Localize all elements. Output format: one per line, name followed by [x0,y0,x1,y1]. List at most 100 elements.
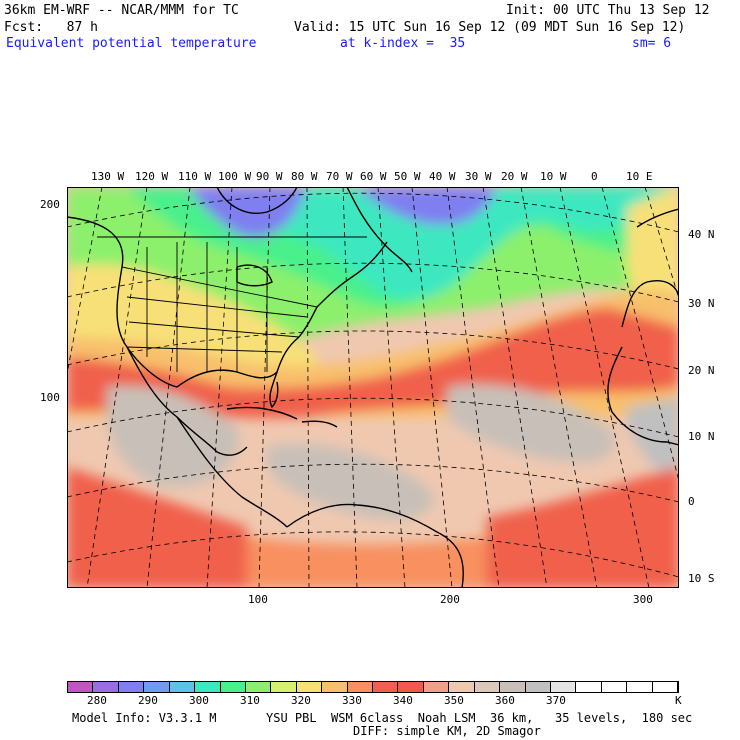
colorbar-swatch [449,682,475,692]
k-index: at k-index = 35 [340,36,466,51]
field-grey-gulf [107,386,239,487]
coast-south-america [286,503,464,588]
colorbar-swatch [398,682,424,692]
field-name: Equivalent potential temperature [6,36,257,51]
field-grey-carib [267,444,434,520]
meridian [559,187,650,588]
colorbar-swatch [93,682,119,692]
lon-label: 40 W [429,170,456,183]
coast-gulf-mexico [126,346,248,456]
meridian [67,187,103,377]
coastlines [67,187,679,588]
lon-label: 30 W [465,170,492,183]
border [126,346,283,353]
colorbar-swatch [195,682,221,692]
meridian [482,187,548,588]
state-borders [97,236,367,372]
meridian [86,187,148,588]
lat-label: 30 N [688,297,715,310]
colorbar-label: 310 [240,694,260,707]
valid-time: Valid: 15 UTC Sun 16 Sep 12 (09 MDT Sun … [294,20,686,35]
lon-label: 50 W [394,170,421,183]
lon-label: 80 W [291,170,318,183]
colorbar-swatch [525,682,552,692]
model-info: Model Info: V3.3.1 M [72,711,217,725]
coast-cuba [226,406,298,420]
meridian [146,187,191,588]
colorbar-label: 290 [138,694,158,707]
parallel-10s [67,531,679,578]
parallel-40n [67,192,679,233]
colorbar-swatch [627,682,653,692]
parallel-eq [67,463,679,503]
lon-label: 20 W [501,170,528,183]
colorbar-label: 300 [189,694,209,707]
coast-hudson [216,187,298,214]
meridian [446,187,500,588]
colorbar-label: 350 [444,694,464,707]
meridian [411,187,453,588]
field-grey-africa [627,397,679,487]
lon-label: 0 [591,170,598,183]
colorbar-label: 360 [495,694,515,707]
lat-label: 40 N [688,228,715,241]
grid-x-label: 200 [440,593,460,606]
grid-y-label: 100 [40,391,60,404]
border [121,266,318,308]
lon-label: 120 W [135,170,169,183]
field-grey-atlantic [447,384,615,463]
meridian [342,187,358,588]
colorbar-swatch [601,682,628,692]
colorbar-swatch [500,682,526,692]
colorbar-label: 370 [546,694,566,707]
graticule [67,187,679,588]
lon-label: 110 W [178,170,212,183]
lon-label: 130 W [91,170,125,183]
field-orange-south [247,537,487,588]
colorbar-label: 340 [393,694,413,707]
colorbar-swatch [245,682,272,692]
lat-label: 0 [688,495,695,508]
map-frame [67,187,679,588]
colorbar-swatch [322,682,348,692]
field-red-south [67,467,247,588]
meridian [258,187,271,588]
colorbar-swatch [169,682,196,692]
theta-e-map [67,187,679,588]
coast-great-lakes [236,264,273,287]
lat-label: 10 S [688,572,715,585]
lon-label: 60 W [360,170,387,183]
meridian [306,187,310,588]
colorbar-label: 330 [342,694,362,707]
border [128,321,300,338]
field-red-southeast [487,467,679,588]
coast-africa [607,346,679,446]
parallel-30n [67,262,679,303]
colorbar-swatch [68,682,94,692]
colorbar-swatch [296,682,323,692]
lon-label: 100 W [218,170,252,183]
colorbar-label: 280 [87,694,107,707]
colorbar-swatch [271,682,297,692]
lon-label: 90 W [256,170,283,183]
lon-label: 10 W [540,170,567,183]
smoothing: sm= 6 [632,36,672,51]
lon-label: 10 E [626,170,653,183]
colorbar-swatch [551,682,577,692]
colorbar-swatch [423,682,450,692]
colorbar-unit: K [675,694,682,707]
coast-iberia [621,280,679,328]
colorbar [67,681,679,693]
field-band-blue-north [357,187,497,226]
colorbar-swatch [118,682,145,692]
border [126,296,308,318]
parallel-20n [67,330,679,370]
lat-label: 20 N [688,364,715,377]
colorbar-swatch [576,682,602,692]
meridian [601,187,679,483]
colorbar-swatch [652,682,679,692]
grid-y-label: 200 [40,198,60,211]
meridian [206,187,233,588]
coast-hispaniola [301,420,338,428]
physics-info: YSU PBL WSM 6class Noah LSM 36 km, 35 le… [266,711,693,725]
